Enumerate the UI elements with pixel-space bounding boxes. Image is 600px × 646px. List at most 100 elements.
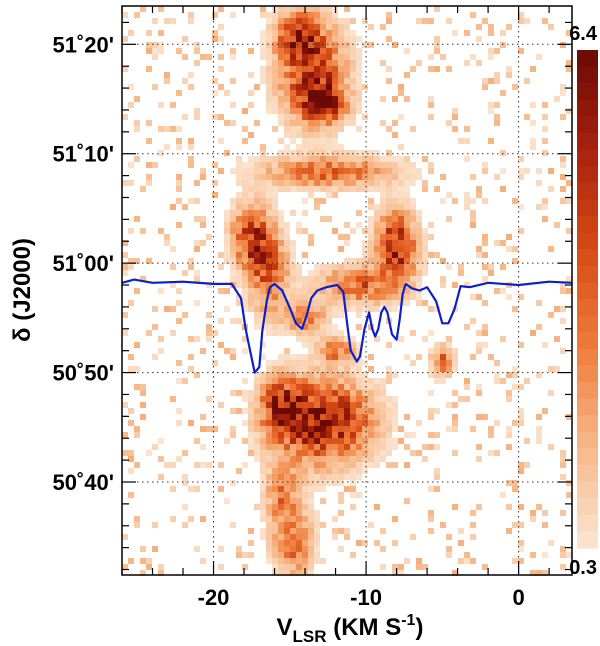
heatmap-cell <box>488 138 494 144</box>
heatmap-cell <box>386 438 392 444</box>
heatmap-cell <box>554 336 560 342</box>
heatmap-cell <box>476 330 482 336</box>
heatmap-cell <box>452 420 458 426</box>
heatmap-cell <box>296 150 302 156</box>
heatmap-cell <box>362 444 368 450</box>
heatmap-cell <box>332 180 338 186</box>
heatmap-cell <box>314 144 320 150</box>
heatmap-cell <box>410 240 416 246</box>
heatmap-cell <box>164 126 170 132</box>
heatmap-cell <box>176 186 182 192</box>
heatmap-cell <box>248 288 254 294</box>
heatmap-cell <box>278 54 284 60</box>
heatmap-cell <box>278 420 284 426</box>
heatmap-cell <box>266 396 272 402</box>
heatmap-cell <box>200 168 206 174</box>
heatmap-cell <box>392 216 398 222</box>
heatmap-cell <box>266 186 272 192</box>
heatmap-cell <box>272 522 278 528</box>
heatmap-cell <box>362 462 368 468</box>
heatmap-cell <box>242 252 248 258</box>
heatmap-cell <box>254 204 260 210</box>
heatmap-cell <box>164 462 170 468</box>
heatmap-cell <box>338 378 344 384</box>
heatmap-cell <box>368 444 374 450</box>
heatmap-cell <box>302 336 308 342</box>
heatmap-cell <box>338 528 344 534</box>
heatmap-cell <box>224 252 230 258</box>
heatmap-cell <box>272 174 278 180</box>
heatmap-cell <box>272 372 278 378</box>
heatmap-cell <box>200 444 206 450</box>
heatmap-cell <box>314 18 320 24</box>
heatmap-cell <box>272 234 278 240</box>
heatmap-cell <box>368 198 374 204</box>
heatmap-cell <box>272 432 278 438</box>
heatmap-cell <box>296 222 302 228</box>
heatmap-cell <box>416 354 422 360</box>
heatmap-cell <box>368 396 374 402</box>
heatmap-cell <box>254 444 260 450</box>
heatmap-cell <box>338 444 344 450</box>
heatmap-cell <box>302 24 308 30</box>
heatmap-cell <box>350 186 356 192</box>
heatmap-cell <box>482 84 488 90</box>
heatmap-cell <box>308 90 314 96</box>
heatmap-cell <box>392 426 398 432</box>
heatmap-cell <box>560 456 566 462</box>
heatmap-cell <box>296 114 302 120</box>
heatmap-cell <box>266 552 272 558</box>
heatmap-cell <box>380 456 386 462</box>
heatmap-cell <box>422 180 428 186</box>
heatmap-cell <box>296 72 302 78</box>
heatmap-cell <box>470 12 476 18</box>
heatmap-cell <box>416 258 422 264</box>
heatmap-cell <box>224 240 230 246</box>
heatmap-cell <box>254 276 260 282</box>
heatmap-cell <box>242 462 248 468</box>
heatmap-cell <box>344 336 350 342</box>
heatmap-cell <box>428 516 434 522</box>
heatmap-cell <box>338 246 344 252</box>
heatmap-cell <box>506 24 512 30</box>
heatmap-cell <box>170 462 176 468</box>
heatmap-cell <box>332 456 338 462</box>
heatmap-cell <box>320 6 326 12</box>
heatmap-cell <box>386 222 392 228</box>
heatmap-cell <box>140 558 146 564</box>
heatmap-cell <box>170 516 176 522</box>
heatmap-cell <box>254 246 260 252</box>
heatmap-cell <box>350 480 356 486</box>
heatmap-cell <box>434 378 440 384</box>
heatmap-cell <box>356 264 362 270</box>
heatmap-cell <box>278 240 284 246</box>
heatmap-cell <box>296 384 302 390</box>
heatmap-cell <box>254 234 260 240</box>
colorbar-cell <box>577 348 598 366</box>
heatmap-cell <box>272 252 278 258</box>
heatmap-cell <box>296 336 302 342</box>
heatmap-cell <box>248 300 254 306</box>
heatmap-cell <box>266 162 272 168</box>
heatmap-cell <box>392 294 398 300</box>
heatmap-cell <box>248 306 254 312</box>
heatmap-cell <box>278 216 284 222</box>
heatmap-cell <box>422 228 428 234</box>
heatmap-cell <box>284 258 290 264</box>
heatmap-cell <box>260 150 266 156</box>
heatmap-cell <box>410 162 416 168</box>
heatmap-cell <box>386 426 392 432</box>
heatmap-cell <box>260 384 266 390</box>
heatmap-cell <box>356 408 362 414</box>
heatmap-cell <box>326 60 332 66</box>
heatmap-cell <box>380 408 386 414</box>
heatmap-cell <box>344 150 350 156</box>
heatmap-cell <box>242 258 248 264</box>
heatmap-cell <box>356 156 362 162</box>
heatmap-cell <box>326 42 332 48</box>
heatmap-cell <box>260 186 266 192</box>
heatmap-cell <box>284 288 290 294</box>
heatmap-cell <box>338 492 344 498</box>
colorbar-cell <box>577 182 598 200</box>
heatmap-cell <box>206 336 212 342</box>
